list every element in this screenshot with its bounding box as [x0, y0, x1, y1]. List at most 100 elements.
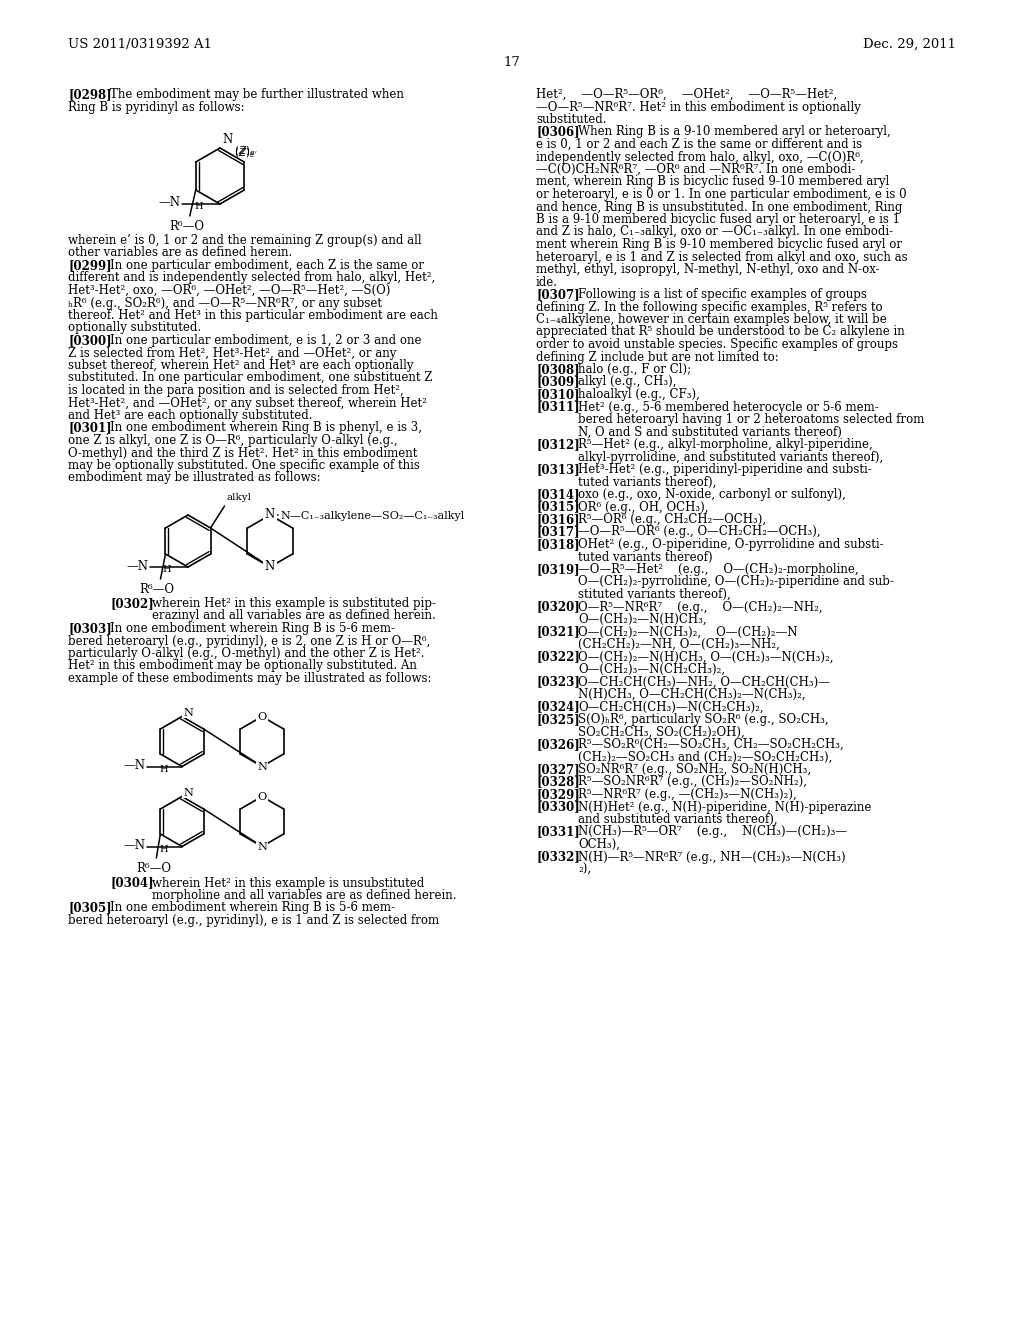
Text: [0328]: [0328]	[536, 776, 580, 788]
Text: haloalkyl (e.g., CF₃),: haloalkyl (e.g., CF₃),	[578, 388, 699, 401]
Text: OR⁶ (e.g., OH, OCH₃),: OR⁶ (e.g., OH, OCH₃),	[578, 500, 709, 513]
Text: ide.: ide.	[536, 276, 558, 289]
Text: ment, wherein Ring B is bicyclic fused 9-10 membered aryl: ment, wherein Ring B is bicyclic fused 9…	[536, 176, 889, 189]
Text: Het² in this embodiment may be optionally substituted. An: Het² in this embodiment may be optionall…	[68, 660, 417, 672]
Text: [0317]: [0317]	[536, 525, 580, 539]
Text: substituted.: substituted.	[536, 114, 606, 125]
Text: [0322]: [0322]	[536, 651, 580, 664]
Text: H: H	[159, 845, 168, 854]
Text: SO₂NR⁶R⁷ (e.g., SO₂NH₂, SO₂N(H)CH₃,: SO₂NR⁶R⁷ (e.g., SO₂NH₂, SO₂N(H)CH₃,	[578, 763, 811, 776]
Text: [0332]: [0332]	[536, 850, 580, 863]
Text: example of these embodiments may be illustrated as follows:: example of these embodiments may be illu…	[68, 672, 431, 685]
Text: bered heteroaryl (e.g., pyridinyl), e is 1 and Z is selected from: bered heteroaryl (e.g., pyridinyl), e is…	[68, 913, 439, 927]
Text: alkyl (e.g., CH₃),: alkyl (e.g., CH₃),	[578, 375, 677, 388]
Text: —O—R⁵—NR⁶R⁷. Het² in this embodiment is optionally: —O—R⁵—NR⁶R⁷. Het² in this embodiment is …	[536, 100, 861, 114]
Text: O: O	[257, 711, 266, 722]
Text: N(H)—R⁵—NR⁶R⁷ (e.g., NH—(CH₂)₃—N(CH₃): N(H)—R⁵—NR⁶R⁷ (e.g., NH—(CH₂)₃—N(CH₃)	[578, 850, 846, 863]
Text: —O—R⁵—OR⁶ (e.g., O—CH₂CH₂—OCH₃),: —O—R⁵—OR⁶ (e.g., O—CH₂CH₂—OCH₃),	[578, 525, 820, 539]
Text: [0303]: [0303]	[68, 622, 112, 635]
Text: OHet² (e.g., O-piperidine, O-pyrrolidine and substi-: OHet² (e.g., O-piperidine, O-pyrrolidine…	[578, 539, 884, 550]
Text: and Het³ are each optionally substituted.: and Het³ are each optionally substituted…	[68, 409, 312, 422]
Text: Z is selected from Het², Het³-Het², and —OHet², or any: Z is selected from Het², Het³-Het², and …	[68, 346, 396, 359]
Text: O—CH₂CH(CH₃)—NH₂, O—CH₂CH(CH₃)—: O—CH₂CH(CH₃)—NH₂, O—CH₂CH(CH₃)—	[578, 676, 830, 689]
Text: —N: —N	[123, 759, 145, 772]
Text: heteroaryl, e is 1 and Z is selected from alkyl and oxo, such as: heteroaryl, e is 1 and Z is selected fro…	[536, 251, 907, 264]
Text: R⁵—SO₂R⁶(CH₂—SO₂CH₃, CH₂—SO₂CH₂CH₃,: R⁵—SO₂R⁶(CH₂—SO₂CH₃, CH₂—SO₂CH₂CH₃,	[578, 738, 844, 751]
Text: [0319]: [0319]	[536, 564, 580, 576]
Text: —C(O)CH₂NR⁶R⁷, —OR⁶ and —NR⁶R⁷. In one embodi-: —C(O)CH₂NR⁶R⁷, —OR⁶ and —NR⁶R⁷. In one e…	[536, 162, 855, 176]
Text: R⁵—Het² (e.g., alkyl-morpholine, alkyl-piperidine,: R⁵—Het² (e.g., alkyl-morpholine, alkyl-p…	[578, 438, 872, 451]
Text: N: N	[222, 133, 232, 147]
Text: N: N	[265, 561, 275, 573]
Text: [0320]: [0320]	[536, 601, 580, 614]
Text: —N: —N	[126, 560, 148, 573]
Text: is located in the para position and is selected from Het²,: is located in the para position and is s…	[68, 384, 403, 397]
Text: [0302]: [0302]	[110, 597, 154, 610]
Text: ment wherein Ring B is 9-10 membered bicyclic fused aryl or: ment wherein Ring B is 9-10 membered bic…	[536, 238, 902, 251]
Text: N: N	[183, 788, 193, 797]
Text: Ring B is pyridinyl as follows:: Ring B is pyridinyl as follows:	[68, 100, 245, 114]
Text: B is a 9-10 membered bicyclic fused aryl or heteroaryl, e is 1: B is a 9-10 membered bicyclic fused aryl…	[536, 213, 900, 226]
Text: N—C₁₋₃alkylene—SO₂—C₁₋₃alkyl: N—C₁₋₃alkylene—SO₂—C₁₋₃alkyl	[280, 511, 464, 521]
Text: In one embodiment wherein Ring B is 5-6 mem-: In one embodiment wherein Ring B is 5-6 …	[110, 902, 395, 915]
Text: morpholine and all variables are as defined herein.: morpholine and all variables are as defi…	[152, 888, 457, 902]
Text: —N: —N	[123, 840, 145, 851]
Text: R⁵—OR⁶ (e.g., CH₂CH₂—OCH₃),: R⁵—OR⁶ (e.g., CH₂CH₂—OCH₃),	[578, 513, 766, 525]
Text: [0330]: [0330]	[536, 800, 580, 813]
Text: R⁵—SO₂NR⁶R⁷ (e.g., (CH₂)₂—SO₂NH₂),: R⁵—SO₂NR⁶R⁷ (e.g., (CH₂)₂—SO₂NH₂),	[578, 776, 807, 788]
Text: Het²,    —O—R⁵—OR⁶,    —OHet²,    —O—R⁵—Het²,: Het², —O—R⁵—OR⁶, —OHet², —O—R⁵—Het²,	[536, 88, 838, 102]
Text: O—(CH₂)₂-pyrrolidine, O—(CH₂)₂-piperidine and sub-: O—(CH₂)₂-pyrrolidine, O—(CH₂)₂-piperidin…	[578, 576, 894, 589]
Text: O—(CH₂)₃—N(CH₂CH₃)₂,: O—(CH₂)₃—N(CH₂CH₃)₂,	[578, 663, 725, 676]
Text: or heteroaryl, e is 0 or 1. In one particular embodiment, e is 0: or heteroaryl, e is 0 or 1. In one parti…	[536, 187, 906, 201]
Text: [0311]: [0311]	[536, 400, 580, 413]
Text: N: N	[257, 842, 267, 851]
Text: Het³-Het², oxo, —OR⁶, —OHet², —O—R⁵—Het², —S(O): Het³-Het², oxo, —OR⁶, —OHet², —O—R⁵—Het²…	[68, 284, 390, 297]
Text: bered heteroaryl having 1 or 2 heteroatoms selected from: bered heteroaryl having 1 or 2 heteroato…	[578, 413, 925, 426]
Text: defining Z include but are not limited to:: defining Z include but are not limited t…	[536, 351, 778, 363]
Text: H: H	[194, 202, 203, 211]
Text: tuted variants thereof),: tuted variants thereof),	[578, 475, 717, 488]
Text: $(Z)_{e}$: $(Z)_{e}$	[234, 144, 255, 157]
Text: ₕR⁶ (e.g., SO₂R⁶), and —O—R⁵—NR⁶R⁷, or any subset: ₕR⁶ (e.g., SO₂R⁶), and —O—R⁵—NR⁶R⁷, or a…	[68, 297, 382, 309]
Text: order to avoid unstable species. Specific examples of groups: order to avoid unstable species. Specifi…	[536, 338, 898, 351]
Text: may be optionally substituted. One specific example of this: may be optionally substituted. One speci…	[68, 459, 420, 473]
Text: embodiment may be illustrated as follows:: embodiment may be illustrated as follows…	[68, 471, 321, 484]
Text: Following is a list of specific examples of groups: Following is a list of specific examples…	[578, 288, 867, 301]
Text: N(H)CH₃, O—CH₂CH(CH₃)₂—N(CH₃)₂,: N(H)CH₃, O—CH₂CH(CH₃)₂—N(CH₃)₂,	[578, 688, 806, 701]
Text: [0327]: [0327]	[536, 763, 580, 776]
Text: and Z is halo, C₁₋₃alkyl, oxo or —OC₁₋₃alkyl. In one embodi-: and Z is halo, C₁₋₃alkyl, oxo or —OC₁₋₃a…	[536, 226, 893, 239]
Text: In one embodiment wherein Ring B is phenyl, e is 3,: In one embodiment wherein Ring B is phen…	[110, 421, 422, 434]
Text: erazinyl and all variables are as defined herein.: erazinyl and all variables are as define…	[152, 610, 436, 623]
Text: —N: —N	[158, 197, 180, 210]
Text: S(O)ₕR⁶, particularly SO₂R⁶ (e.g., SO₂CH₃,: S(O)ₕR⁶, particularly SO₂R⁶ (e.g., SO₂CH…	[578, 713, 828, 726]
Text: [0309]: [0309]	[536, 375, 580, 388]
Text: [0298]: [0298]	[68, 88, 112, 102]
Text: (CH₂)₂—SO₂CH₃ and (CH₂)₂—SO₂CH₂CH₃),: (CH₂)₂—SO₂CH₃ and (CH₂)₂—SO₂CH₂CH₃),	[578, 751, 833, 763]
Text: O: O	[257, 792, 266, 801]
Text: appreciated that R⁵ should be understood to be C₂ alkylene in: appreciated that R⁵ should be understood…	[536, 326, 905, 338]
Text: OCH₃),: OCH₃),	[578, 838, 620, 851]
Text: [0312]: [0312]	[536, 438, 580, 451]
Text: [0325]: [0325]	[536, 713, 580, 726]
Text: [0299]: [0299]	[68, 259, 112, 272]
Text: H: H	[162, 565, 171, 574]
Text: R⁶—O: R⁶—O	[139, 583, 174, 597]
Text: independently selected from halo, alkyl, oxo, —C(O)R⁶,: independently selected from halo, alkyl,…	[536, 150, 864, 164]
Text: [0308]: [0308]	[536, 363, 580, 376]
Text: thereof. Het² and Het³ in this particular embodiment are each: thereof. Het² and Het³ in this particula…	[68, 309, 438, 322]
Text: [0300]: [0300]	[68, 334, 112, 347]
Text: [0313]: [0313]	[536, 463, 580, 477]
Text: [0305]: [0305]	[68, 902, 112, 915]
Text: N: N	[265, 508, 275, 521]
Text: subset thereof, wherein Het² and Het³ are each optionally: subset thereof, wherein Het² and Het³ ar…	[68, 359, 414, 372]
Text: N, O and S and substituted variants thereof): N, O and S and substituted variants ther…	[578, 425, 842, 438]
Text: other variables are as defined herein.: other variables are as defined herein.	[68, 247, 292, 260]
Text: defining Z. In the following specific examples, R⁵ refers to: defining Z. In the following specific ex…	[536, 301, 883, 314]
Text: (CH₂CH₂)₂—NH, O—(CH₂)₃—NH₂,: (CH₂CH₂)₂—NH, O—(CH₂)₃—NH₂,	[578, 638, 780, 651]
Text: R⁶—O: R⁶—O	[136, 862, 171, 875]
Text: tuted variants thereof): tuted variants thereof)	[578, 550, 713, 564]
Text: O—R⁵—NR⁶R⁷    (e.g.,    O—(CH₂)₂—NH₂,: O—R⁵—NR⁶R⁷ (e.g., O—(CH₂)₂—NH₂,	[578, 601, 822, 614]
Text: [0316]: [0316]	[536, 513, 580, 525]
Text: US 2011/0319392 A1: US 2011/0319392 A1	[68, 38, 212, 51]
Text: O—(CH₂)₂—N(H)CH₃,: O—(CH₂)₂—N(H)CH₃,	[578, 612, 707, 626]
